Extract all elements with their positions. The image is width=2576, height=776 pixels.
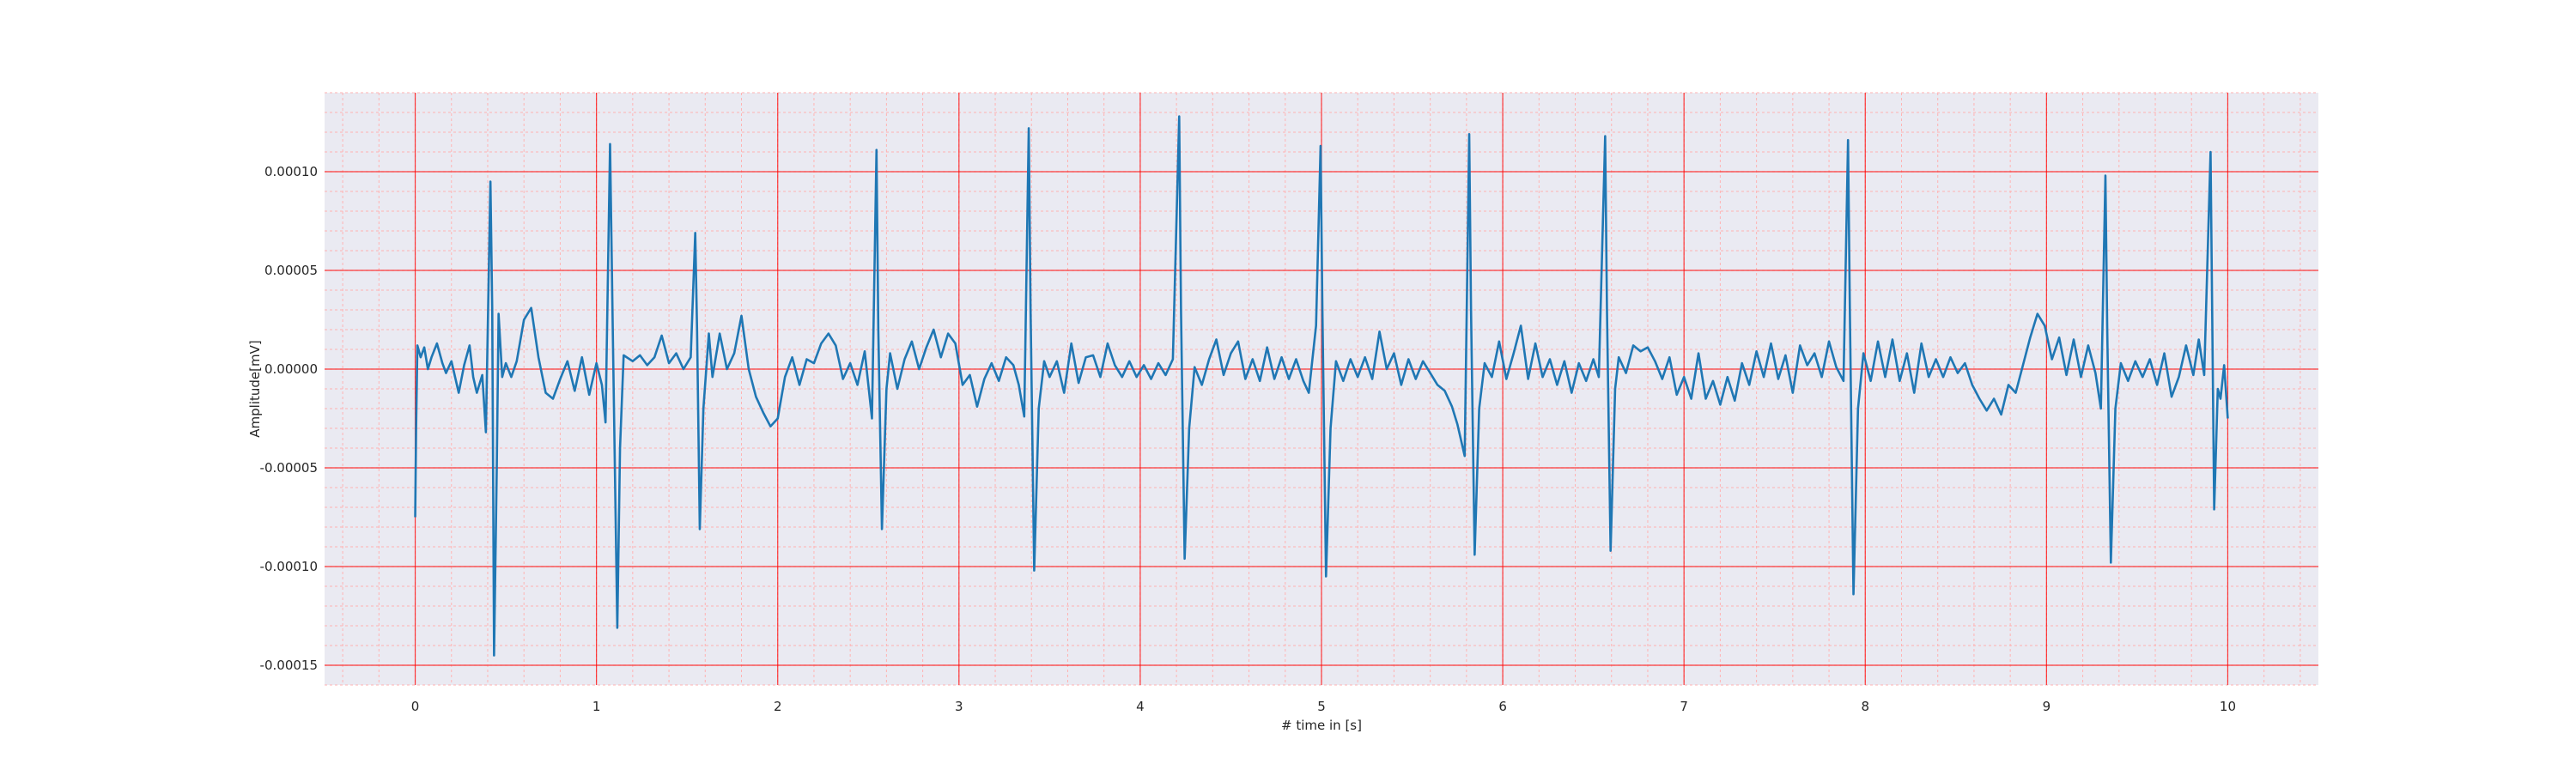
x-tick-label: 7 bbox=[1680, 699, 1688, 714]
x-axis-ticks: 0 1 2 3 4 5 6 7 8 9 10 bbox=[411, 699, 2236, 714]
x-tick-label: 8 bbox=[1861, 699, 1869, 714]
x-tick-label: 4 bbox=[1136, 699, 1145, 714]
y-axis-label: Amplitude[mV] bbox=[247, 340, 263, 437]
series-layer bbox=[414, 115, 2229, 657]
x-tick-label: 2 bbox=[774, 699, 782, 714]
y-axis-ticks: 0.00010 0.00005 0.00000 -0.00005 -0.00010 -0.… bbox=[260, 164, 318, 673]
x-tick-label: 5 bbox=[1317, 699, 1326, 714]
x-tick-label: 6 bbox=[1498, 699, 1507, 714]
x-axis-label: # time in [s] bbox=[1281, 718, 1362, 733]
y-tick-label: 0.00005 bbox=[264, 263, 318, 278]
y-tick-label: -0.00010 bbox=[260, 559, 318, 574]
ecg-signal-line bbox=[414, 115, 2229, 657]
x-tick-label: 1 bbox=[592, 699, 601, 714]
y-tick-label: 0.00010 bbox=[264, 164, 318, 179]
x-tick-label: 3 bbox=[955, 699, 963, 714]
x-tick-label: 0 bbox=[411, 699, 420, 714]
x-tick-label: 9 bbox=[2043, 699, 2051, 714]
y-tick-label: -0.00015 bbox=[260, 658, 318, 673]
x-tick-label: 10 bbox=[2220, 699, 2236, 714]
y-tick-label: 0.00000 bbox=[264, 361, 318, 377]
y-tick-label: -0.00005 bbox=[260, 460, 318, 476]
